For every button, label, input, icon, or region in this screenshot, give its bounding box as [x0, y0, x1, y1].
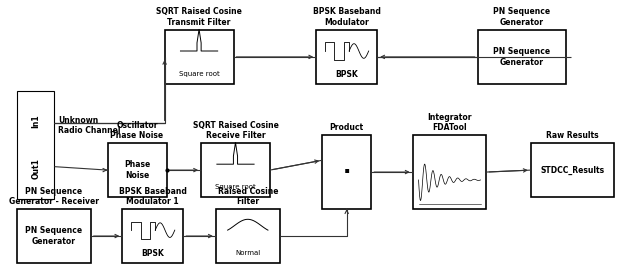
Text: Unknown
Radio Channel: Unknown Radio Channel: [58, 116, 121, 135]
Bar: [531, 143, 615, 197]
Bar: [322, 135, 371, 209]
Bar: [165, 30, 233, 84]
Text: PN Sequence
Generator: PN Sequence Generator: [26, 226, 83, 246]
Text: Oscillator
Phase Noise: Oscillator Phase Noise: [111, 121, 164, 140]
Text: PN Sequence
Generator - Receiver: PN Sequence Generator - Receiver: [9, 186, 99, 206]
Text: STDCC_Results: STDCC_Results: [541, 165, 605, 175]
Bar: [108, 143, 167, 197]
Text: Square root: Square root: [215, 184, 256, 190]
Bar: [123, 209, 183, 263]
Text: Square root: Square root: [179, 71, 220, 77]
Text: Product: Product: [330, 123, 364, 132]
Text: Phase
Noise: Phase Noise: [124, 160, 150, 180]
Text: PN Sequence
Generator: PN Sequence Generator: [493, 8, 550, 27]
Text: BPSK Baseband
Modulator 1: BPSK Baseband Modulator 1: [119, 186, 187, 206]
Bar: [201, 143, 270, 197]
Text: Raw Results: Raw Results: [546, 131, 599, 140]
Text: Out1: Out1: [31, 158, 40, 179]
Bar: [478, 30, 566, 84]
Text: ·: ·: [343, 162, 351, 182]
Text: BPSK Baseband
Modulator: BPSK Baseband Modulator: [313, 8, 381, 27]
Bar: [216, 209, 280, 263]
Text: SQRT Raised Cosine
Transmit Filter: SQRT Raised Cosine Transmit Filter: [156, 8, 242, 27]
Bar: [412, 135, 486, 209]
Text: In1: In1: [31, 114, 40, 128]
Text: Normal: Normal: [235, 250, 261, 256]
Text: Integrator
FDATool: Integrator FDATool: [427, 113, 472, 132]
Text: SQRT Raised Cosine
Receive Filter: SQRT Raised Cosine Receive Filter: [193, 121, 279, 140]
Text: PN Sequence
Generator: PN Sequence Generator: [493, 47, 550, 67]
Text: BPSK: BPSK: [141, 249, 164, 258]
Text: BPSK: BPSK: [335, 70, 358, 79]
Bar: [17, 91, 54, 199]
Text: Raised Cosine
Filter: Raised Cosine Filter: [218, 186, 278, 206]
Bar: [316, 30, 377, 84]
Bar: [17, 209, 91, 263]
